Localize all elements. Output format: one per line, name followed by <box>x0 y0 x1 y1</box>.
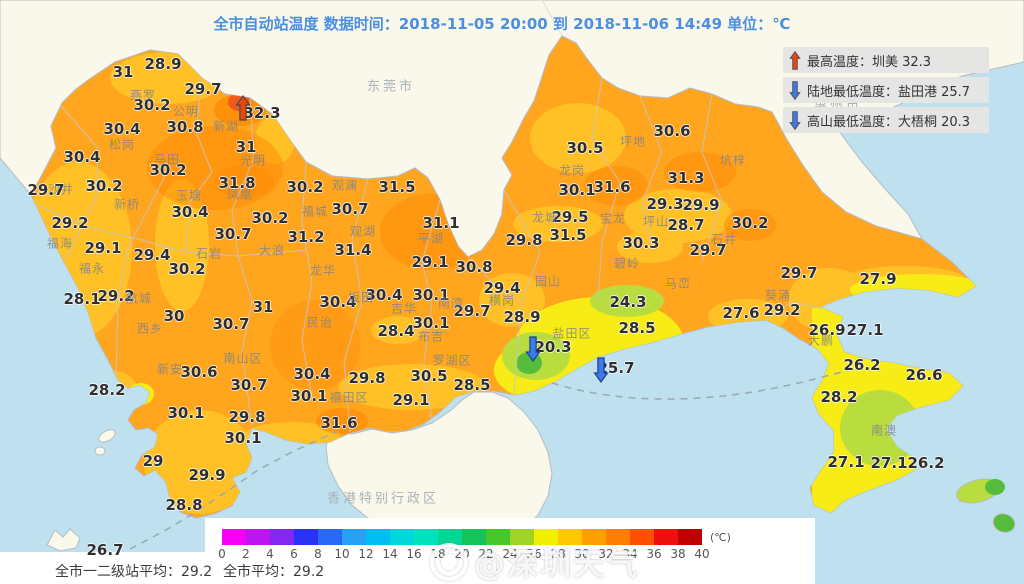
colorbar-ticks: 0 2 4 6 8 10 12 14 16 18 20 22 24 26 28 30 32 34 36 38 40 <box>218 547 709 561</box>
colorbar-tick: 28 <box>550 547 566 561</box>
colorbar-segment <box>534 529 558 545</box>
colorbar-segment <box>390 529 414 545</box>
colorbar-tick: 0 <box>218 547 226 561</box>
colorbar-segment <box>414 529 438 545</box>
footer-backing <box>0 552 208 584</box>
colorbar-tick: 4 <box>266 547 274 561</box>
colorbar-segment <box>678 529 702 545</box>
colorbar-segment <box>630 529 654 545</box>
colorbar-segment <box>342 529 366 545</box>
colorbar-segment <box>246 529 270 545</box>
colorbar-tick: 20 <box>454 547 470 561</box>
colorbar-segment <box>270 529 294 545</box>
colorbar-segment <box>510 529 534 545</box>
maritime-boundary <box>129 367 859 550</box>
colorbar-tick: 24 <box>502 547 518 561</box>
legend-mountain-min-label: 高山最低温度：大梧桐 20.3 <box>807 114 971 130</box>
legend-box: 最高温度：圳美 32.3 陆地最低温度：盐田港 25.7 高山最低温度：大梧桐 … <box>783 47 989 137</box>
colorbar-tick: 22 <box>478 547 494 561</box>
colorbar-segment <box>366 529 390 545</box>
colorbar-tick: 18 <box>430 547 446 561</box>
colorbar-tick: 26 <box>526 547 542 561</box>
legend-row-mountain-min: 高山最低温度：大梧桐 20.3 <box>783 107 989 133</box>
colorbar-tick: 34 <box>622 547 638 561</box>
colorbar-tick: 14 <box>382 547 398 561</box>
colorbar <box>222 529 702 545</box>
page-title: 全市自动站温度 数据时间：2018-11-05 20:00 到 2018-11-… <box>213 15 791 33</box>
colorbar-segment <box>462 529 486 545</box>
colorbar-unit: (℃) <box>710 531 731 544</box>
blue-down-arrow-icon <box>789 110 801 130</box>
legend-land-min-label: 陆地最低温度：盐田港 25.7 <box>807 84 971 100</box>
colorbar-segment <box>558 529 582 545</box>
colorbar-segment <box>606 529 630 545</box>
colorbar-segment <box>294 529 318 545</box>
colorbar-tick: 8 <box>314 547 322 561</box>
colorbar-segment <box>222 529 246 545</box>
colorbar-segment <box>582 529 606 545</box>
colorbar-segment <box>318 529 342 545</box>
colorbar-tick: 16 <box>406 547 422 561</box>
colorbar-tick: 38 <box>670 547 686 561</box>
colorbar-tick: 6 <box>290 547 298 561</box>
hongkong-land <box>325 391 553 555</box>
legend-max-label: 最高温度：圳美 32.3 <box>807 54 932 70</box>
colorbar-tick: 12 <box>358 547 374 561</box>
colorbar-tick: 10 <box>334 547 350 561</box>
district-borders <box>35 77 821 433</box>
colorbar-tick: 36 <box>646 547 662 561</box>
colorbar-segment <box>486 529 510 545</box>
blue-down-arrow-icon <box>789 80 801 100</box>
colorbar-segment <box>438 529 462 545</box>
colorbar-tick: 2 <box>242 547 250 561</box>
colorbar-tick: 40 <box>694 547 710 561</box>
red-up-arrow-icon <box>789 50 801 70</box>
neighbor-boundary <box>541 0 563 37</box>
city-average-text: 全市平均：29.2 <box>223 564 325 580</box>
legend-row-max: 最高温度：圳美 32.3 <box>783 47 989 73</box>
colorbar-tick: 30 <box>574 547 590 561</box>
colorbar-segment <box>654 529 678 545</box>
legend-row-land-min: 陆地最低温度：盐田港 25.7 <box>783 77 989 103</box>
station-average-text: 全市一二级站平均：29.2 <box>55 564 213 580</box>
colorbar-tick: 32 <box>598 547 614 561</box>
temperature-shading <box>31 52 976 518</box>
small-islands <box>46 429 1016 552</box>
